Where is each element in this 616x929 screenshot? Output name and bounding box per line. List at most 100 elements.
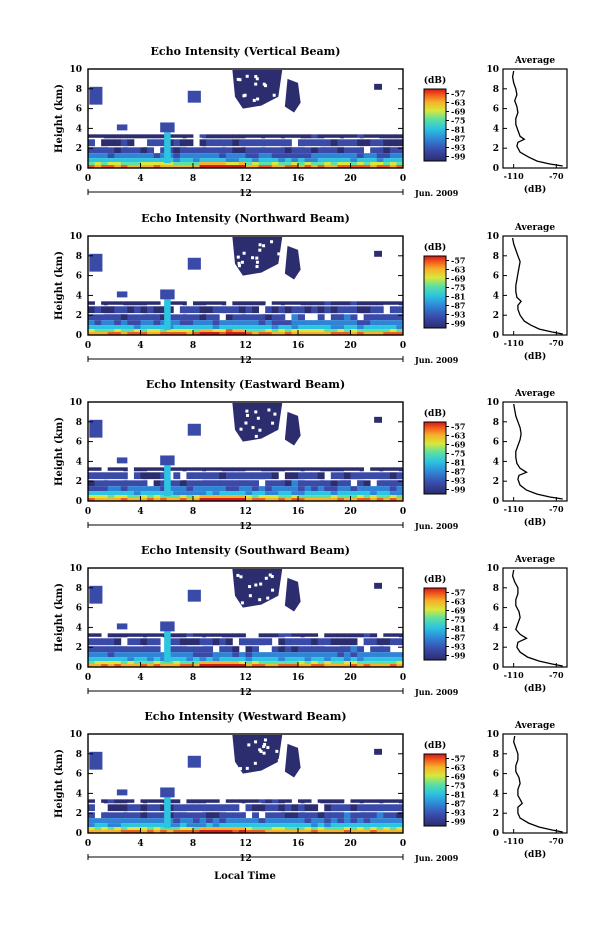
- colorbar-unit: (dB): [424, 574, 446, 585]
- heatmap-cell: [173, 301, 181, 306]
- heatmap-cell: [383, 657, 391, 662]
- heatmap-gap: [166, 304, 183, 306]
- heatmap-cell: [304, 652, 312, 658]
- colorbar-tick-label: -69: [451, 440, 466, 450]
- heatmap-cell: [317, 467, 325, 472]
- heatmap-cell: [193, 799, 200, 804]
- heatmap-cell: [383, 664, 391, 667]
- heatmap-cell: [311, 329, 319, 333]
- heatmap-cell: [304, 325, 312, 330]
- heatmap-cell: [357, 827, 365, 831]
- heatmap-cell: [376, 652, 384, 658]
- heatmap-cell: [298, 498, 305, 501]
- heatmap-cell: [127, 314, 135, 321]
- heatmap-cell: [298, 314, 305, 321]
- heatmap-cell: [271, 664, 279, 667]
- heatmap-cell: [199, 486, 207, 492]
- heatmap-cell: [284, 301, 292, 306]
- heatmap-cell: [311, 301, 319, 306]
- heatmap-gap: [88, 479, 104, 481]
- cloud-speckle: [256, 416, 260, 420]
- heatmap-cell: [127, 165, 135, 168]
- heatmap-cell: [304, 498, 312, 501]
- heatmap-cell: [252, 158, 260, 163]
- heatmap-cell: [396, 480, 403, 487]
- heatmap-cell: [212, 162, 220, 166]
- cloud-speckle: [242, 251, 246, 255]
- heatmap-cell: [343, 158, 351, 163]
- heatmap-cell: [206, 158, 214, 163]
- heatmap-cell: [94, 158, 102, 163]
- heatmap-cell: [173, 320, 181, 326]
- heatmap-cell: [343, 823, 351, 828]
- heatmap-cell: [370, 638, 378, 646]
- y-axis-label: Height (km): [54, 251, 65, 320]
- heatmap-cell: [343, 329, 351, 333]
- heatmap-cell: [120, 153, 128, 159]
- heatmap-cell: [133, 823, 141, 828]
- upper-cloud-1: [232, 69, 283, 109]
- mid-patch: [187, 423, 201, 436]
- heatmap-cell: [238, 491, 246, 496]
- avg-x-tick-label: -70: [549, 338, 564, 348]
- heatmap-cell: [173, 657, 181, 662]
- heatmap-cell: [147, 301, 155, 306]
- heatmap-cell: [284, 134, 292, 139]
- heatmap-cell: [252, 664, 260, 667]
- heatmap-cell: [357, 491, 365, 496]
- heatmap-cell: [199, 147, 207, 154]
- heatmap-cell: [160, 480, 168, 487]
- heatmap-cell: [206, 480, 214, 487]
- heatmap-cell: [317, 301, 325, 306]
- heatmap-cell: [114, 646, 122, 653]
- heatmap-cell: [186, 491, 194, 496]
- heatmap-cell: [271, 153, 279, 159]
- colorbar-tick-label: -81: [451, 624, 465, 634]
- heatmap-cell: [337, 799, 345, 804]
- day-label: 12: [239, 688, 252, 698]
- heatmap-cell: [133, 652, 141, 658]
- heatmap-cell: [179, 147, 187, 154]
- avg-y-tick-label: 2: [493, 144, 499, 154]
- heatmap-gap: [324, 137, 340, 139]
- heatmap-cell: [337, 301, 345, 306]
- heatmap-cell: [179, 332, 187, 335]
- heatmap-cell: [238, 812, 246, 819]
- heatmap-cell: [212, 804, 220, 812]
- heatmap-cell: [140, 830, 148, 833]
- heatmap-cell: [88, 495, 95, 499]
- heatmap-cell: [160, 661, 168, 665]
- heatmap-cell: [343, 480, 351, 487]
- heatmap-gap: [186, 645, 203, 647]
- cloud-speckle: [254, 583, 258, 587]
- heatmap-cell: [396, 486, 403, 492]
- x-tick-label: 16: [292, 174, 305, 184]
- heatmap-cell: [133, 472, 141, 480]
- heatmap-cell: [219, 646, 227, 653]
- heatmap-cell: [271, 329, 279, 333]
- heatmap-cell: [389, 657, 397, 662]
- heatmap-cell: [88, 158, 95, 163]
- heatmap-cell: [383, 799, 391, 804]
- heatmap-cell: [350, 818, 358, 824]
- heatmap-cell: [284, 486, 292, 492]
- heatmap-gap: [225, 630, 242, 632]
- heatmap-cell: [186, 818, 194, 824]
- heatmap-cell: [317, 491, 325, 496]
- heatmap-cell: [107, 638, 115, 646]
- heatmap-cell: [245, 306, 253, 314]
- heatmap-cell: [107, 320, 115, 326]
- cloud-speckle: [239, 575, 243, 579]
- heatmap-cell: [265, 664, 273, 667]
- heatmap-gap: [245, 470, 262, 472]
- heatmap-cell: [258, 314, 266, 321]
- heatmap-cell: [383, 314, 391, 321]
- heatmap-cell: [120, 495, 128, 499]
- plume-core: [164, 631, 171, 663]
- heatmap-cell: [199, 301, 207, 306]
- heatmap-cell: [186, 823, 194, 828]
- heatmap-cell: [343, 657, 351, 662]
- heatmap-cell: [219, 804, 227, 812]
- heatmap-cell: [153, 301, 161, 306]
- heatmap-cell: [271, 804, 279, 812]
